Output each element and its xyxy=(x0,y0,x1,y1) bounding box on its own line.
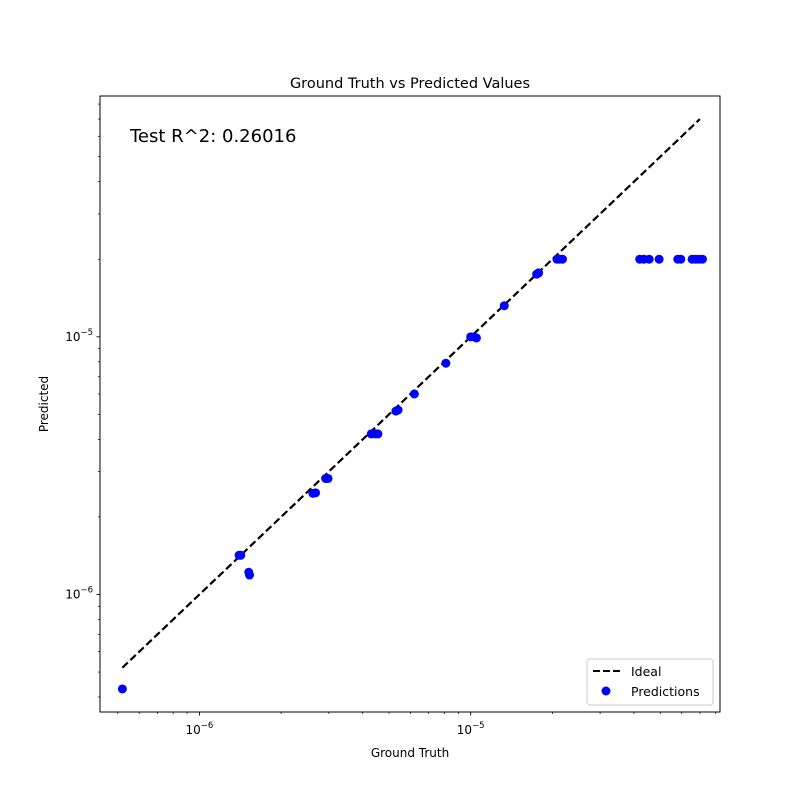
prediction-point xyxy=(323,473,333,483)
y-tick-label: 10−6 xyxy=(65,586,93,602)
prediction-point xyxy=(654,254,664,264)
axes-frame xyxy=(99,95,721,713)
prediction-point xyxy=(441,358,451,368)
legend-predictions-label: Predictions xyxy=(631,684,700,699)
prediction-point xyxy=(534,268,544,278)
prediction-point xyxy=(373,429,383,439)
legend: Ideal Predictions xyxy=(586,658,714,706)
prediction-point xyxy=(557,254,567,264)
x-tick-label: 10−5 xyxy=(457,721,485,737)
x-tick-label: 10−6 xyxy=(186,721,214,737)
prediction-point xyxy=(393,405,403,415)
axis-ticks: 10−6 10−5 10−6 10−5 xyxy=(65,103,717,737)
prediction-point xyxy=(644,254,654,264)
prediction-point xyxy=(311,488,321,498)
plot-area xyxy=(117,118,707,694)
y-tick-label: 10−5 xyxy=(65,328,93,344)
prediction-point xyxy=(471,333,481,343)
prediction-point xyxy=(236,550,246,560)
prediction-point xyxy=(697,254,707,264)
y-axis-label: Predicted xyxy=(37,376,51,432)
legend-predictions-swatch xyxy=(601,686,611,696)
prediction-point xyxy=(499,301,509,311)
prediction-point xyxy=(676,254,686,264)
chart-title: Ground Truth vs Predicted Values xyxy=(290,76,530,92)
prediction-point xyxy=(245,570,255,580)
r2-annotation: Test R^2: 0.26016 xyxy=(129,126,296,147)
prediction-point xyxy=(117,684,127,694)
x-axis-label: Ground Truth xyxy=(371,746,449,760)
prediction-point xyxy=(409,389,419,399)
legend-ideal-label: Ideal xyxy=(631,664,661,679)
